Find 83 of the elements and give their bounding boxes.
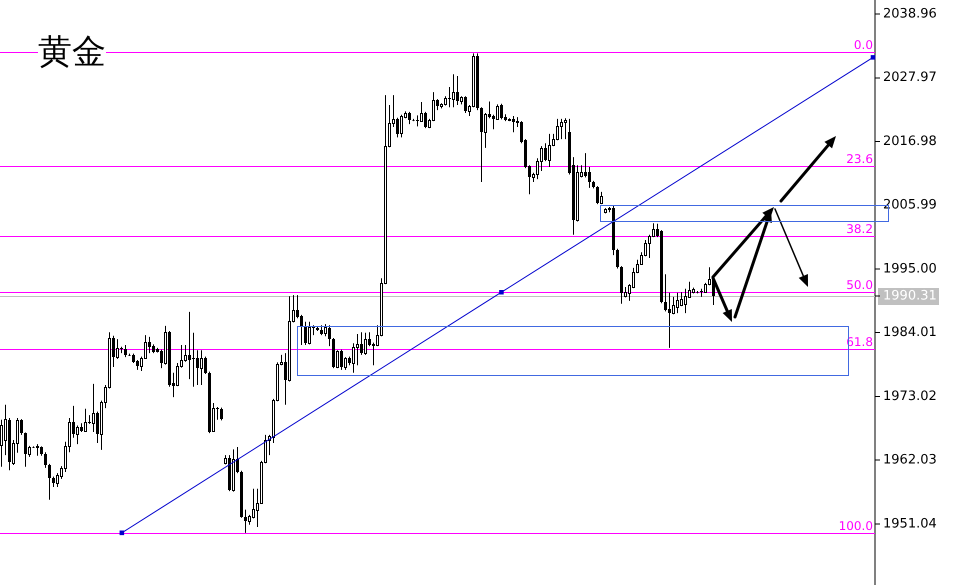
candlestick xyxy=(416,114,419,127)
candlestick xyxy=(40,446,43,456)
y-tick-label: 1951.04 xyxy=(883,516,937,532)
candlestick xyxy=(540,146,543,172)
candlestick xyxy=(464,96,467,114)
candlestick xyxy=(588,166,591,188)
candlestick xyxy=(448,86,451,108)
candlestick xyxy=(36,444,39,456)
candlestick xyxy=(328,324,331,347)
annotation: 23.6 xyxy=(846,152,873,166)
candlestick xyxy=(680,292,683,307)
point xyxy=(870,55,876,60)
candlestick xyxy=(308,321,311,345)
candlestick xyxy=(52,476,55,488)
y-tick-label: 1990.31 xyxy=(883,288,937,304)
candlestick xyxy=(304,321,307,346)
candlestick xyxy=(44,452,47,468)
annotation: 0.0 xyxy=(854,38,873,52)
candlestick xyxy=(24,432,27,468)
candlestick xyxy=(668,292,671,348)
candlestick xyxy=(320,324,323,336)
candlestick xyxy=(252,488,255,519)
candlestick xyxy=(364,332,367,356)
candlestick xyxy=(452,74,455,108)
candlestick xyxy=(700,288,703,298)
annotation: 100.0 xyxy=(838,518,873,533)
candlestick xyxy=(596,186,599,205)
point xyxy=(499,290,504,294)
candlestick xyxy=(560,118,563,140)
candlestick xyxy=(204,356,207,374)
candlestick xyxy=(496,104,499,121)
candlestick xyxy=(116,338,119,360)
y-tick-label: 1962.03 xyxy=(883,452,937,468)
candlestick xyxy=(672,296,675,315)
candlestick xyxy=(124,344,127,358)
y-tick-label: 2005.99 xyxy=(883,198,937,213)
candlestick xyxy=(340,349,343,370)
candlestick xyxy=(48,463,51,500)
candlestick xyxy=(220,407,223,421)
candlestick xyxy=(444,96,447,106)
candlestick xyxy=(664,274,667,312)
text: 黄金 xyxy=(38,32,106,72)
candlestick xyxy=(600,191,603,205)
candlestick xyxy=(300,314,303,346)
candlestick xyxy=(408,111,411,125)
candlestick xyxy=(564,118,567,140)
candlestick xyxy=(176,362,179,387)
candlestick xyxy=(684,288,687,314)
y-tick-label: 1984.01 xyxy=(883,325,937,340)
candlestick xyxy=(200,350,203,386)
candlestick xyxy=(500,103,503,120)
candlestick xyxy=(92,383,95,432)
candlestick xyxy=(396,117,399,138)
annotation: 50.0 xyxy=(846,278,873,292)
candlestick xyxy=(584,152,587,178)
candlestick xyxy=(456,75,459,106)
candlestick xyxy=(704,282,707,294)
y-tick-label: 1995.00 xyxy=(883,261,937,276)
candlestick xyxy=(616,248,619,269)
candlestick xyxy=(548,133,551,168)
candlestick xyxy=(356,333,359,366)
candlestick xyxy=(244,509,247,534)
point xyxy=(120,530,124,536)
y-tick-label: 2016.98 xyxy=(883,134,937,149)
candlestick xyxy=(512,115,515,133)
y-tick-label: 1973.02 xyxy=(883,388,937,404)
candlestick xyxy=(76,425,79,445)
annotation: 38.2 xyxy=(846,222,873,236)
candlestick xyxy=(84,408,87,432)
candlestick xyxy=(352,342,355,374)
candlestick xyxy=(196,350,199,386)
candlestick xyxy=(480,106,483,183)
candlestick xyxy=(132,353,135,364)
candlestick xyxy=(324,324,327,337)
candlestick xyxy=(192,332,195,388)
candlestick xyxy=(400,114,403,138)
y-tick-label: 2027.97 xyxy=(883,70,937,86)
candlestick xyxy=(676,292,679,314)
y-tick-label: 2038.96 xyxy=(883,6,937,22)
candlestick xyxy=(188,311,191,380)
candlestick xyxy=(360,332,363,356)
candlestick xyxy=(424,111,427,129)
candlestick xyxy=(544,142,547,162)
